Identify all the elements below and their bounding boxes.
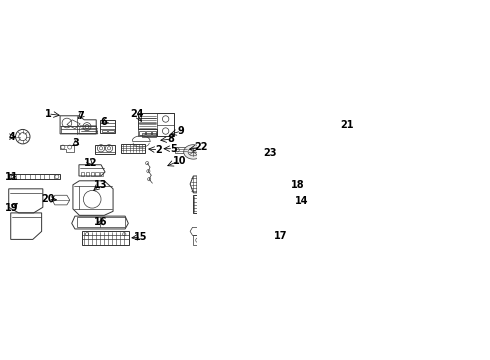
Bar: [152, 131, 156, 135]
Text: 22: 22: [194, 142, 207, 152]
Text: 3: 3: [73, 138, 79, 148]
Text: 8: 8: [168, 134, 175, 144]
Text: 20: 20: [41, 194, 55, 204]
Bar: [61, 126, 96, 134]
Text: 19: 19: [5, 203, 19, 213]
Text: 13: 13: [94, 180, 107, 190]
Text: 6: 6: [101, 117, 108, 127]
Text: 1: 1: [45, 109, 51, 119]
Text: 2: 2: [155, 145, 162, 155]
Text: 15: 15: [134, 232, 148, 242]
Text: 17: 17: [274, 231, 288, 241]
Text: 21: 21: [340, 120, 353, 130]
Bar: [77, 217, 125, 228]
Polygon shape: [184, 145, 203, 159]
Text: 4: 4: [8, 132, 15, 141]
Text: 12: 12: [84, 158, 98, 168]
Text: 7: 7: [77, 111, 84, 121]
Text: 5: 5: [170, 144, 176, 154]
Bar: [108, 130, 114, 132]
Bar: [146, 131, 151, 135]
Text: 24: 24: [130, 109, 144, 119]
Text: 18: 18: [291, 180, 304, 190]
Text: 11: 11: [5, 172, 19, 182]
Text: 9: 9: [178, 126, 185, 136]
Bar: [138, 129, 157, 136]
Text: 14: 14: [295, 196, 308, 206]
Text: 10: 10: [172, 156, 186, 166]
Bar: [157, 113, 174, 136]
Text: 16: 16: [94, 217, 107, 227]
Text: 23: 23: [264, 148, 277, 158]
Bar: [139, 131, 145, 135]
Bar: [102, 130, 107, 132]
